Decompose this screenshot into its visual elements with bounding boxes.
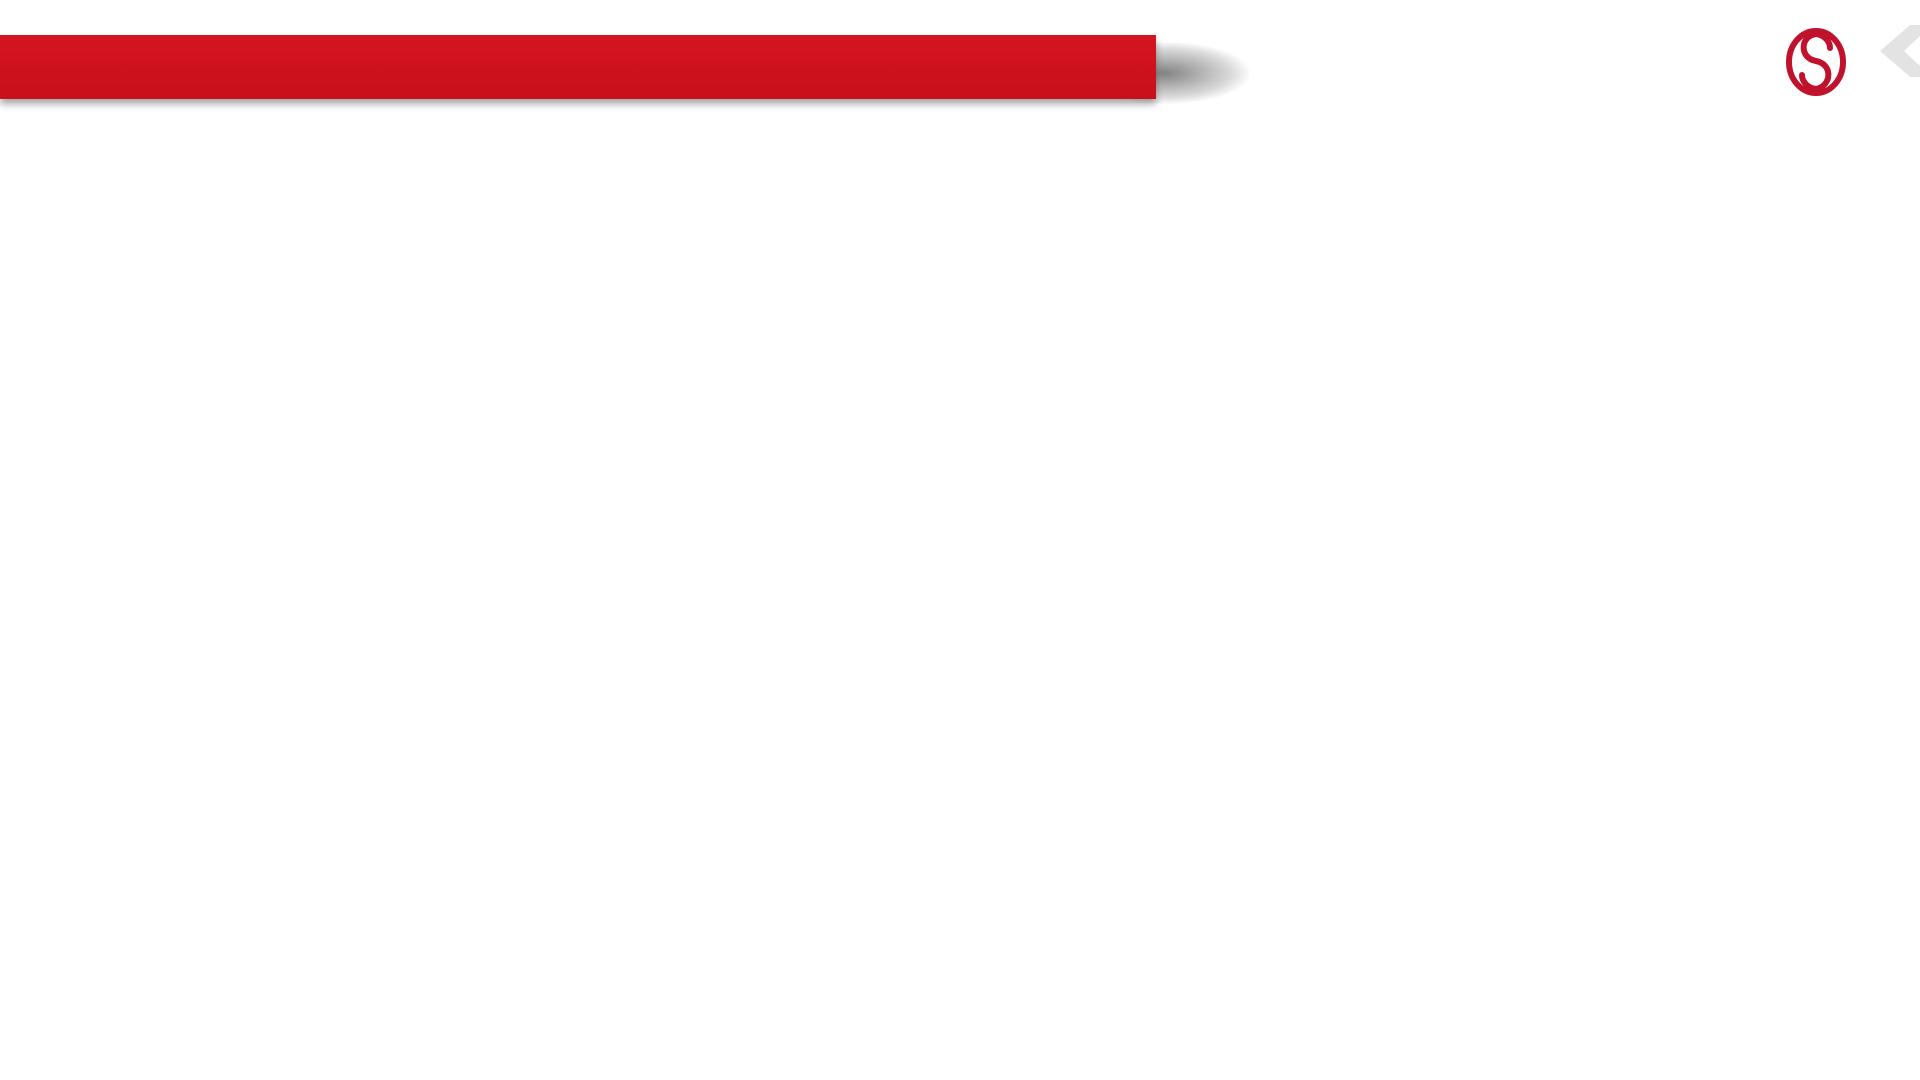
charts-grid	[30, 116, 1890, 504]
chart-industrial-index	[30, 116, 613, 266]
chart-plot	[1307, 354, 1890, 504]
logo-emblem-icon	[1776, 22, 1856, 107]
chevron-left-icon[interactable]	[1880, 25, 1920, 77]
chart-plot	[669, 354, 1252, 504]
chart-fruits	[1307, 354, 1890, 504]
chart-plot	[669, 116, 1252, 266]
chart-vegetables	[1307, 116, 1890, 266]
header-bar	[0, 35, 1156, 99]
company-logo	[1776, 22, 1868, 107]
chart-agri-index	[669, 116, 1252, 266]
chart-plot	[1307, 116, 1890, 266]
chart-eggs	[669, 354, 1252, 504]
chart-pork	[30, 354, 613, 504]
chart-plot	[30, 354, 613, 504]
chart-plot	[30, 116, 613, 266]
